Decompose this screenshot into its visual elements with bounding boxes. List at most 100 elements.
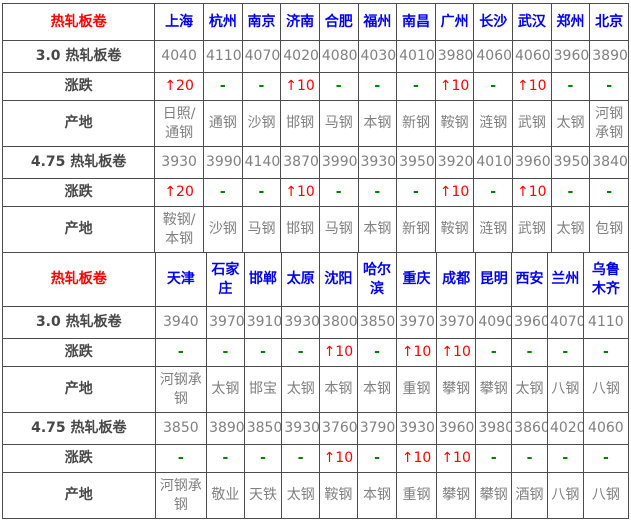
table-row: 产地 日照/通钢 通钢 沙钢 邯钢 马钢 本钢 新钢 鞍钢 涟钢 武钢 太钢 河钢承钢	[1, 100, 629, 147]
city-header-link[interactable]: 成都	[435, 252, 477, 307]
price-cell: 3890	[589, 40, 629, 73]
origin-cell: 攀钢	[435, 472, 477, 519]
city-header-link[interactable]: 广州	[434, 3, 475, 41]
origin-cell: 鞍钢	[434, 100, 475, 147]
row-label-cell: 产地	[2, 472, 156, 519]
city-header-link[interactable]: 石家庄	[206, 252, 245, 307]
origin-cell: 鞍钢	[319, 472, 358, 519]
price-cell: 3910	[243, 306, 283, 339]
origin-cell: 太钢	[550, 206, 591, 253]
origin-cell: 本钢	[356, 472, 398, 519]
city-header-link[interactable]: 兰州	[546, 252, 584, 307]
origin-cell: 新钢	[396, 100, 436, 147]
origin-cell: 八钢	[582, 366, 630, 413]
city-header-link[interactable]: 北京	[589, 3, 629, 41]
city-header-link[interactable]: 太原	[281, 252, 321, 307]
row-label-cell: 涨跌	[2, 338, 156, 367]
city-header-link[interactable]: 长沙	[473, 3, 514, 41]
price-cell: 3850	[243, 412, 283, 445]
change-cell: -	[356, 338, 398, 367]
origin-cell: 太钢	[206, 366, 245, 413]
change-cell: ↑20	[154, 72, 205, 101]
price-cell: 3840	[589, 146, 629, 179]
origin-cell: 本钢	[357, 206, 398, 253]
origin-cell: 涟钢	[473, 206, 514, 253]
origin-cell: 攀钢	[475, 366, 513, 413]
origin-cell: 太钢	[281, 366, 321, 413]
city-header-link[interactable]: 南昌	[396, 3, 436, 41]
price-cell: 4010	[396, 40, 436, 73]
city-header-link[interactable]: 上海	[154, 3, 205, 41]
change-cell: -	[241, 178, 282, 207]
change-cell: -	[475, 444, 513, 473]
origin-cell: 鞍钢	[434, 206, 475, 253]
price-cell: 3920	[434, 146, 475, 179]
origin-cell: 酒钢	[511, 472, 548, 519]
city-header-link[interactable]: 沈阳	[319, 252, 358, 307]
origin-cell: 涟钢	[473, 100, 514, 147]
city-header-link[interactable]: 天津	[154, 252, 208, 307]
origin-cell: 本钢	[356, 366, 398, 413]
change-cell: -	[281, 338, 321, 367]
price-cell: 3950	[396, 146, 436, 179]
change-cell: -	[203, 72, 243, 101]
origin-cell: 河钢承钢	[589, 100, 629, 147]
table-row: 涨跌 - - - - ↑10- ↑10 ↑10- - - -	[2, 338, 630, 367]
change-cell: -	[396, 72, 436, 101]
price-cell: 3990	[203, 146, 243, 179]
table-row: 3.0 热轧板卷 3940 3970 3910 3930 3800 3850 3970 3970…	[2, 306, 630, 339]
price-cell: 3870	[280, 146, 320, 179]
hot-rolled-coil-table-north: 热轧板卷 天津 石家庄 邯郸 太原 沈阳 哈尔滨 重庆 成都 昆明 西安 兰州 乌鲁木齐 3.0 热轧板卷…	[2, 252, 630, 519]
change-cell: ↑10	[435, 444, 477, 473]
city-header-link[interactable]: 南京	[241, 3, 282, 41]
change-cell: -	[475, 338, 513, 367]
price-cell: 3860	[511, 412, 548, 445]
price-cell: 4080	[318, 40, 359, 73]
price-cell: 3890	[206, 412, 245, 445]
city-header-link[interactable]: 重庆	[396, 252, 437, 307]
city-header-link[interactable]: 西安	[511, 252, 548, 307]
origin-cell: 新钢	[396, 206, 436, 253]
city-header-link[interactable]: 武汉	[512, 3, 552, 41]
price-cell: 4020	[280, 40, 320, 73]
price-cell: 3850	[154, 412, 208, 445]
city-header-link[interactable]: 郑州	[550, 3, 591, 41]
row-label-cell: 4.75 热轧板卷	[1, 146, 156, 179]
city-header-link[interactable]: 杭州	[203, 3, 243, 41]
origin-cell: 重钢	[396, 472, 437, 519]
city-header-link[interactable]: 昆明	[475, 252, 513, 307]
origin-cell: 河钢承钢	[154, 366, 208, 413]
change-cell: ↑10	[512, 72, 552, 101]
table-row: 产地 鞍钢/本钢 沙钢 马钢 邯钢 马钢 本钢 新钢 鞍钢 涟钢 武钢 太钢 包钢	[1, 206, 629, 253]
origin-cell: 包钢	[589, 206, 629, 253]
city-header-link[interactable]: 济南	[280, 3, 320, 41]
hot-rolled-coil-table-south: 热轧板卷 上海 杭州 南京 济南 合肥 福州 南昌 广州 长沙 武汉 郑州 北京 3.0 热轧板卷 4040…	[1, 3, 629, 253]
origin-cell: 八钢	[546, 472, 584, 519]
city-header-link[interactable]: 邯郸	[243, 252, 283, 307]
change-cell: ↑10	[434, 178, 475, 207]
price-cell: 3790	[356, 412, 398, 445]
price-cell: 3930	[281, 306, 321, 339]
row-label-cell: 涨跌	[1, 178, 156, 207]
price-cell: 3970	[206, 306, 245, 339]
price-cell: 3950	[550, 146, 591, 179]
origin-cell: 攀钢	[475, 472, 513, 519]
price-cell: 3980	[434, 40, 475, 73]
table-row: 产地 河钢承钢 敬业 天铁 太钢 鞍钢 本钢 重钢 攀钢 攀钢 酒钢 八钢 八钢	[2, 472, 630, 519]
change-cell: -	[589, 72, 629, 101]
city-header-link[interactable]: 合肥	[318, 3, 359, 41]
change-cell: -	[243, 444, 283, 473]
price-cell: 3850	[356, 306, 398, 339]
change-cell: -	[582, 338, 630, 367]
price-cell: 4030	[357, 40, 398, 73]
city-header-link[interactable]: 哈尔滨	[356, 252, 398, 307]
change-cell: -	[318, 72, 359, 101]
table-row: 涨跌 ↑20- - ↑10- - - ↑10- ↑10- -	[1, 178, 629, 207]
change-cell: -	[243, 338, 283, 367]
row-label-cell: 产地	[1, 100, 156, 147]
city-header-link[interactable]: 乌鲁木齐	[582, 252, 630, 307]
row-label-cell: 产地	[1, 206, 156, 253]
table-row: 涨跌 ↑20- - ↑10- - - ↑10- ↑10- -	[1, 72, 629, 101]
city-header-link[interactable]: 福州	[357, 3, 398, 41]
